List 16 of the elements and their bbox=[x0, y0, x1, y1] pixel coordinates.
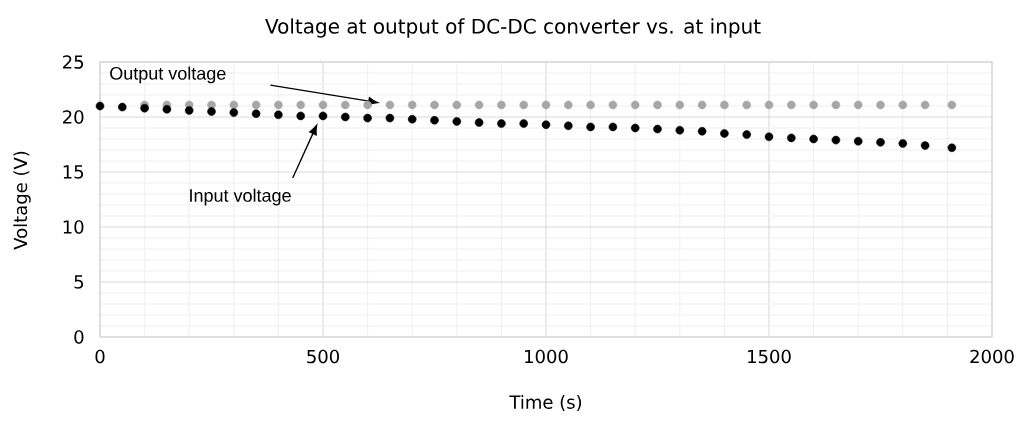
y-tick-label: 15 bbox=[63, 165, 84, 179]
y-tick-label: 25 bbox=[63, 55, 84, 69]
x-tick-label: 0 bbox=[95, 349, 105, 364]
y-tick-label: 0 bbox=[74, 330, 84, 344]
y-axis-title: Voltage (V) bbox=[13, 151, 31, 250]
x-tick-label: 2000 bbox=[970, 349, 1014, 364]
annotation: Output voltage bbox=[110, 66, 226, 84]
chart-title: Voltage at output of DC-DC converter vs. at input bbox=[265, 18, 761, 38]
x-tick-label: 1000 bbox=[525, 349, 568, 364]
annotation: Input voltage bbox=[190, 188, 291, 206]
y-tick-label: 5 bbox=[74, 275, 84, 289]
y-tick-label: 10 bbox=[63, 220, 84, 234]
x-tick-label: 1500 bbox=[748, 349, 791, 364]
x-axis-title: Time (s) bbox=[509, 394, 582, 412]
x-tick-label: 500 bbox=[307, 349, 339, 364]
y-tick-label: 20 bbox=[63, 110, 84, 124]
